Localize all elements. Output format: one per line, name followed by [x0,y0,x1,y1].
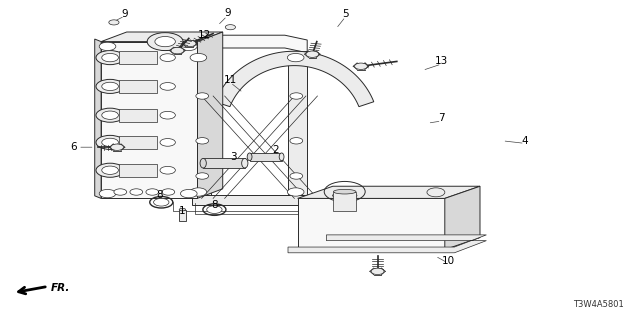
Polygon shape [192,195,307,205]
Polygon shape [197,32,223,198]
Circle shape [190,188,207,196]
Circle shape [160,139,175,146]
Polygon shape [192,51,211,195]
Circle shape [96,163,124,177]
Circle shape [427,188,445,197]
Circle shape [162,189,175,195]
Circle shape [146,189,159,195]
Circle shape [99,189,116,198]
Bar [119,136,157,149]
Text: 4: 4 [522,136,528,146]
Circle shape [306,51,319,57]
Circle shape [190,53,207,62]
Circle shape [96,51,124,65]
Bar [119,109,157,122]
Text: 8: 8 [211,200,218,210]
Circle shape [109,20,119,25]
Circle shape [96,108,124,122]
Circle shape [147,33,183,51]
Circle shape [114,189,127,195]
Polygon shape [288,51,307,195]
Text: 7: 7 [438,113,445,124]
Polygon shape [215,51,374,107]
Circle shape [207,206,222,213]
Circle shape [287,188,304,196]
Bar [179,210,186,221]
Polygon shape [445,186,480,250]
Text: 12: 12 [198,30,211,40]
Circle shape [180,189,197,198]
Text: 2: 2 [272,145,278,156]
Circle shape [160,166,175,174]
Circle shape [180,42,197,51]
Text: FR.: FR. [51,283,70,293]
Circle shape [102,53,118,62]
Circle shape [196,93,209,99]
Circle shape [102,82,118,91]
Circle shape [287,53,304,62]
Text: 11: 11 [224,75,237,85]
Text: 5: 5 [342,9,349,20]
Text: 1: 1 [179,206,186,216]
Circle shape [355,63,367,69]
Text: 9: 9 [224,8,230,18]
Text: 10: 10 [442,256,454,266]
Text: 6: 6 [70,142,77,152]
Bar [204,158,244,168]
Polygon shape [101,32,223,42]
Circle shape [196,138,209,144]
Circle shape [155,36,175,47]
Bar [119,164,157,177]
Circle shape [99,42,116,51]
Text: 13: 13 [435,56,448,66]
Text: 9: 9 [122,9,128,20]
Circle shape [96,79,124,93]
Circle shape [196,173,209,179]
Polygon shape [95,39,101,198]
Circle shape [160,54,175,61]
Ellipse shape [179,208,186,211]
Polygon shape [101,42,197,198]
Circle shape [183,40,196,47]
Polygon shape [288,235,486,253]
Text: T3W4A5801: T3W4A5801 [573,300,624,309]
Ellipse shape [332,193,357,198]
Bar [333,192,356,211]
Ellipse shape [279,153,284,161]
Bar [119,80,157,93]
Bar [250,153,282,161]
Circle shape [290,138,303,144]
Polygon shape [189,35,307,53]
Ellipse shape [247,153,252,161]
Polygon shape [298,198,445,250]
Ellipse shape [200,158,206,168]
Circle shape [111,144,124,150]
Circle shape [96,135,124,149]
Circle shape [102,138,118,147]
Polygon shape [298,186,480,198]
Text: 8: 8 [157,190,163,200]
Circle shape [102,111,118,119]
Circle shape [290,93,303,99]
Circle shape [102,166,118,174]
Circle shape [290,173,303,179]
Circle shape [154,198,169,206]
Ellipse shape [333,189,356,194]
Circle shape [130,189,143,195]
Ellipse shape [242,158,248,168]
Text: 3: 3 [230,152,237,162]
Polygon shape [298,237,480,250]
Circle shape [171,47,184,54]
Circle shape [160,83,175,90]
Bar [119,51,157,64]
Circle shape [225,25,236,30]
Circle shape [160,111,175,119]
Circle shape [371,268,384,275]
